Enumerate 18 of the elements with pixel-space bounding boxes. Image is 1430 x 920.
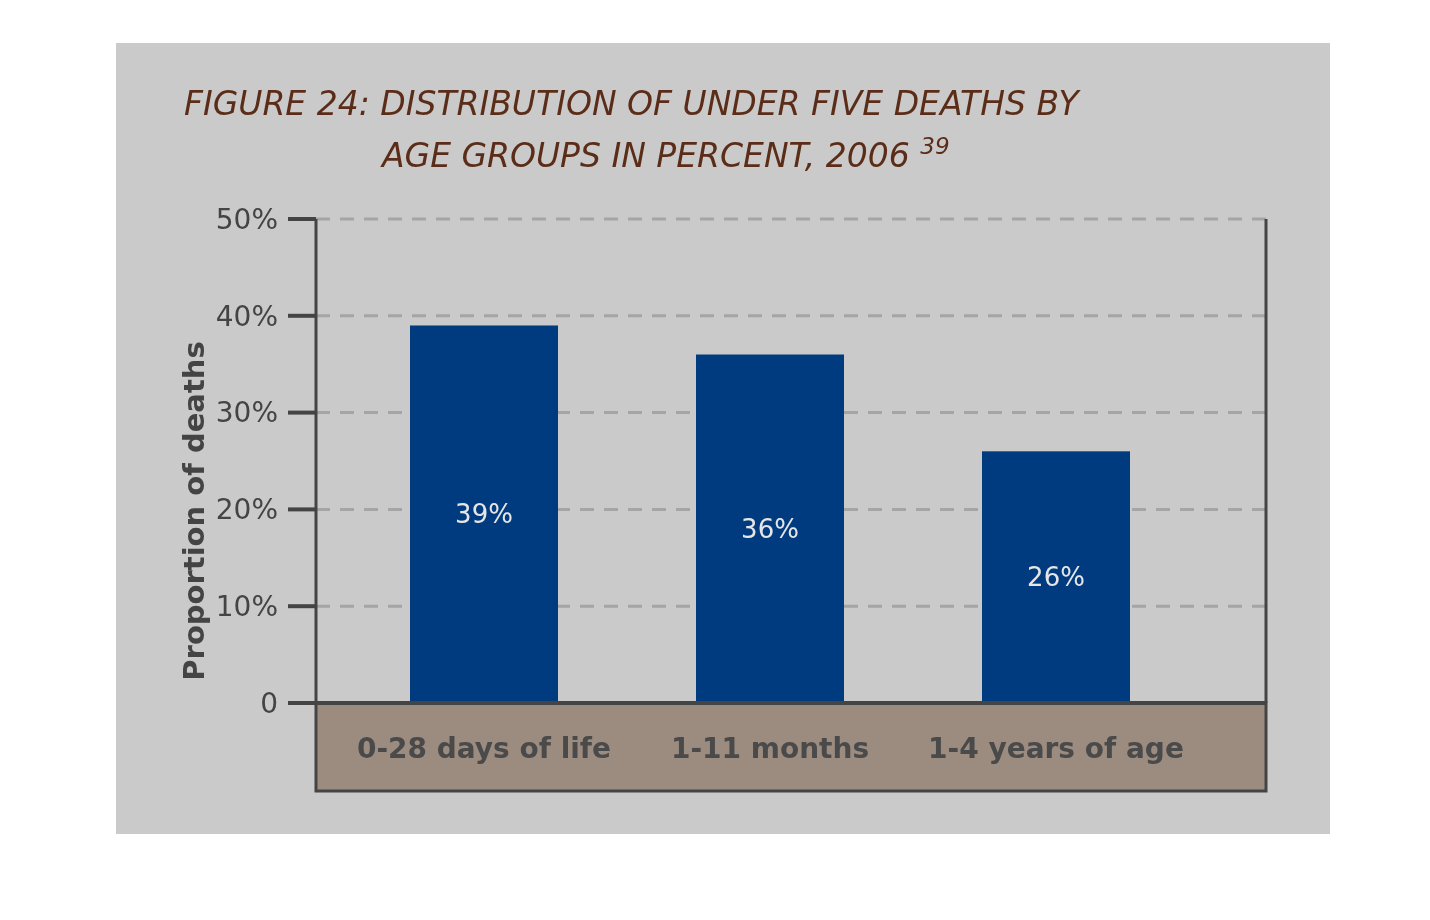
y-tick-label: 40% xyxy=(215,299,278,333)
chart-title: FIGURE 24: DISTRIBUTION OF UNDER FIVE DEATHS BY xyxy=(184,84,1082,123)
bar xyxy=(982,451,1130,703)
bar xyxy=(410,325,558,703)
y-axis-title: Proportion of deaths xyxy=(177,341,211,681)
y-tick-label: 20% xyxy=(215,493,278,527)
chart-subtitle: AGE GROUPS IN PERCENT, 2006 $^{39}$ xyxy=(380,133,950,175)
data-label: 39% xyxy=(455,499,513,530)
y-tick-label: 30% xyxy=(215,396,278,430)
data-label: 36% xyxy=(741,513,799,544)
y-tick-label: 10% xyxy=(215,590,278,623)
x-tick-label: 1-11 months xyxy=(670,732,870,765)
y-tick-label: 0 xyxy=(260,686,278,720)
bar xyxy=(696,354,844,703)
data-label: 26% xyxy=(1027,562,1085,593)
x-tick-label: 1-4 years of age xyxy=(928,732,1184,765)
y-tick-label: 50% xyxy=(215,202,278,236)
x-tick-label: 0-28 days of life xyxy=(356,732,612,765)
